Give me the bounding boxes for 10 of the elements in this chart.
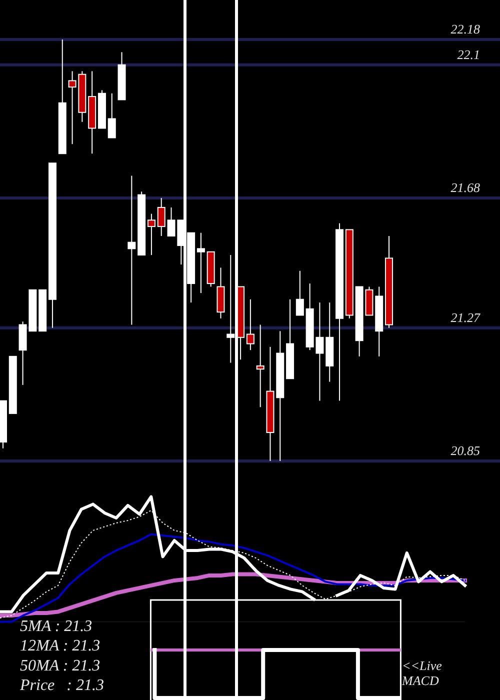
y-tick-label: 20.85 (450, 443, 480, 458)
y-tick-label: 21.68 (450, 180, 480, 195)
text: 12MA : 21.3 (20, 638, 100, 655)
annotation: 5MA : 21.3 (20, 618, 92, 635)
text: <<Live MACD (401, 658, 442, 688)
text: Price : 21.3 (19, 677, 104, 694)
y-tick-label: 22.18 (450, 22, 480, 36)
y-tick-label: 21.27 (450, 310, 480, 325)
text: 50MA : 21.3 (20, 657, 100, 674)
y-tick-label: 22.1 (457, 46, 480, 62)
